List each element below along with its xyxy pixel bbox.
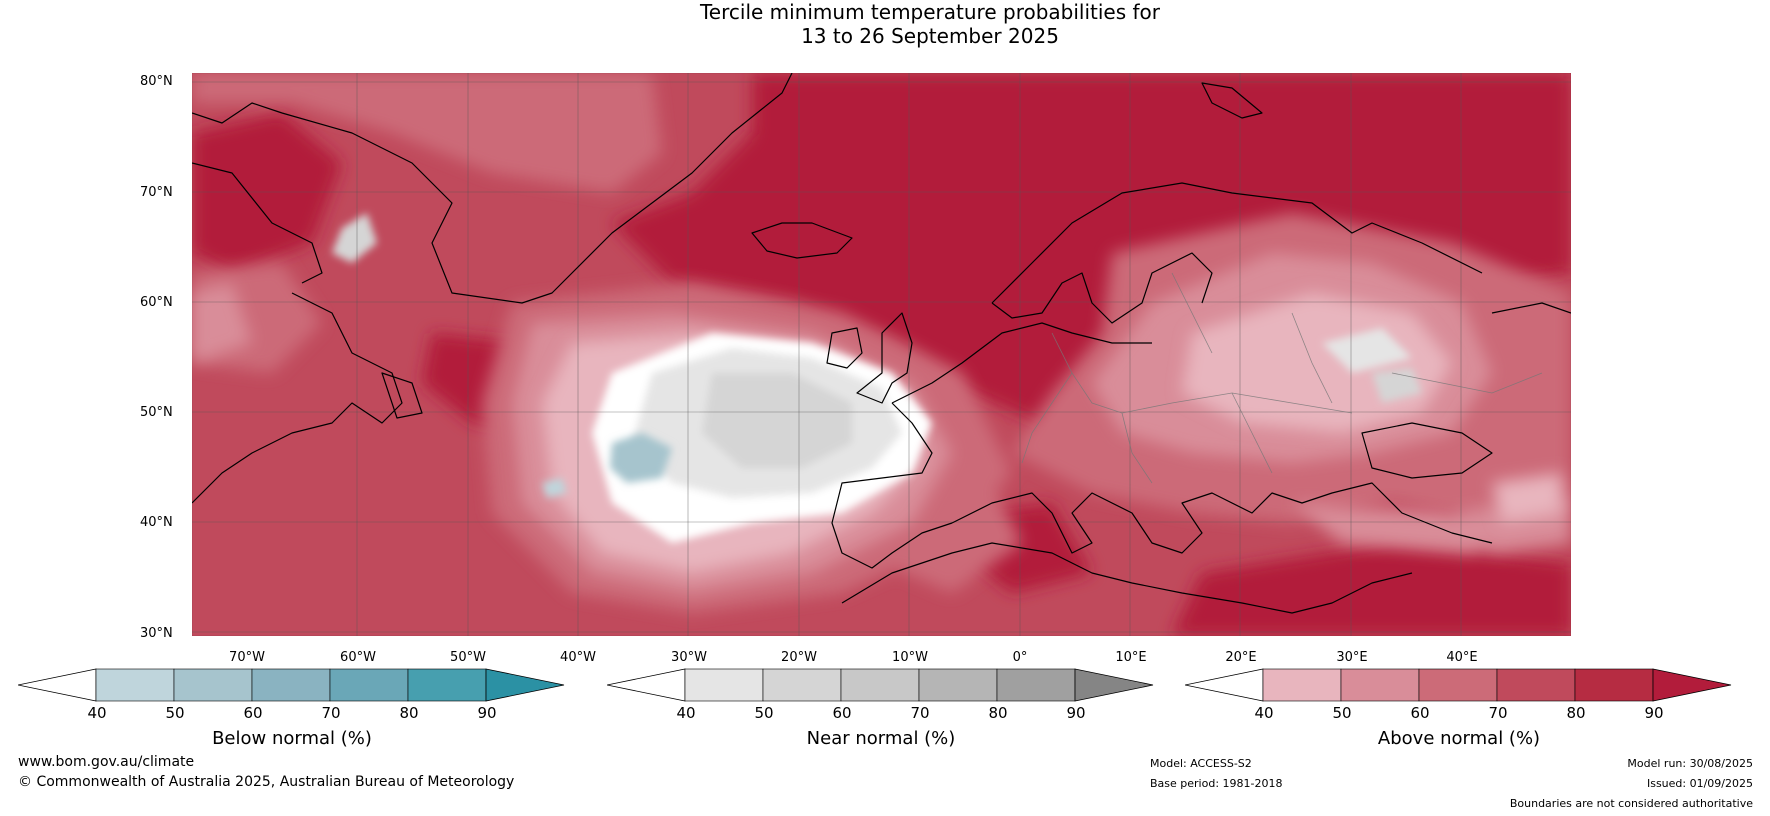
colorbar-segment — [1574, 668, 1654, 702]
colorbar-segment — [918, 668, 998, 702]
lon-label-0: 0° — [1012, 650, 1028, 665]
colorbar-label-above-normal: Above normal (%) — [1377, 728, 1541, 749]
colorbar-high-extension — [1652, 668, 1732, 702]
lat-label-50n: 50°N — [140, 405, 173, 420]
colorbar-segment — [95, 668, 175, 702]
tick-above-80: 80 — [1566, 704, 1586, 722]
colorbar-high-extension — [485, 668, 565, 702]
tick-above-50: 50 — [1332, 704, 1352, 722]
colorbar-above-normal — [1185, 668, 1732, 702]
lon-label-30w: 30°W — [671, 650, 707, 665]
lon-label-20w: 20°W — [781, 650, 817, 665]
tick-near-80: 80 — [988, 704, 1008, 722]
colorbar-segment — [407, 668, 487, 702]
colorbar-segment — [1262, 668, 1342, 702]
title-line-2: 13 to 26 September 2025 — [801, 24, 1059, 48]
colorbar-below-normal — [18, 668, 565, 702]
lon-label-70w: 70°W — [229, 650, 265, 665]
tick-below-70: 70 — [321, 704, 341, 722]
lon-label-60w: 60°W — [340, 650, 376, 665]
colorbar-segment — [1418, 668, 1498, 702]
colorbar-segment — [840, 668, 920, 702]
tick-below-80: 80 — [399, 704, 419, 722]
chart-title: Tercile minimum temperature probabilitie… — [0, 0, 1770, 48]
lon-label-10w: 10°W — [892, 650, 928, 665]
title-line-1: Tercile minimum temperature probabilitie… — [699, 0, 1161, 24]
colorbar-segment — [251, 668, 331, 702]
tick-above-60: 60 — [1410, 704, 1430, 722]
lon-label-20e: 20°E — [1225, 650, 1257, 665]
lat-label-40n: 40°N — [140, 515, 173, 530]
footer-issued: Issued: 01/09/2025 — [1646, 777, 1753, 790]
lon-label-50w: 50°W — [450, 650, 486, 665]
colorbar-low-extension — [607, 668, 686, 702]
coastlines — [192, 73, 1571, 614]
tick-near-90: 90 — [1066, 704, 1086, 722]
lon-label-40w: 40°W — [560, 650, 596, 665]
lat-label-70n: 70°N — [140, 185, 173, 200]
footer-base-period: Base period: 1981-2018 — [1150, 777, 1283, 790]
footer-model: Model: ACCESS-S2 — [1150, 757, 1252, 770]
tick-below-50: 50 — [165, 704, 185, 722]
tick-above-40: 40 — [1254, 704, 1274, 722]
colorbar-label-near-normal: Near normal (%) — [806, 728, 956, 749]
lon-label-40e: 40°E — [1446, 650, 1478, 665]
footer-copyright: © Commonwealth of Australia 2025, Austra… — [18, 774, 515, 790]
tick-near-70: 70 — [910, 704, 930, 722]
tick-below-90: 90 — [477, 704, 497, 722]
colorbar-low-extension — [18, 668, 97, 702]
tick-above-70: 70 — [1488, 704, 1508, 722]
below-normal-areas — [542, 433, 672, 498]
colorbar-segment — [1340, 668, 1420, 702]
probability-map — [192, 73, 1571, 636]
footer-url[interactable]: www.bom.gov.au/climate — [18, 754, 195, 770]
lat-label-30n: 30°N — [140, 626, 173, 641]
colorbar-segment — [762, 668, 842, 702]
colorbar-label-below-normal: Below normal (%) — [212, 728, 372, 749]
colorbar-segment — [329, 668, 409, 702]
colorbar-segment — [173, 668, 253, 702]
colorbar-segment — [684, 668, 764, 702]
tick-above-90: 90 — [1644, 704, 1664, 722]
colorbar-low-extension — [1185, 668, 1264, 702]
lon-label-30e: 30°E — [1336, 650, 1368, 665]
footer-model-run: Model run: 30/08/2025 — [1627, 757, 1753, 770]
tick-near-50: 50 — [754, 704, 774, 722]
colorbar-segment — [1496, 668, 1576, 702]
near-normal-areas — [332, 213, 1422, 543]
tick-near-40: 40 — [676, 704, 696, 722]
tick-below-60: 60 — [243, 704, 263, 722]
tick-below-40: 40 — [87, 704, 107, 722]
footer-disclaimer: Boundaries are not considered authoritat… — [1509, 797, 1753, 810]
country-borders — [1021, 272, 1543, 484]
colorbar-segment — [996, 668, 1076, 702]
colorbar-near-normal — [607, 668, 1154, 702]
colorbar-high-extension — [1074, 668, 1154, 702]
lon-label-10e: 10°E — [1115, 650, 1147, 665]
lat-label-60n: 60°N — [140, 295, 173, 310]
lat-label-80n: 80°N — [140, 74, 173, 89]
tick-near-60: 60 — [832, 704, 852, 722]
